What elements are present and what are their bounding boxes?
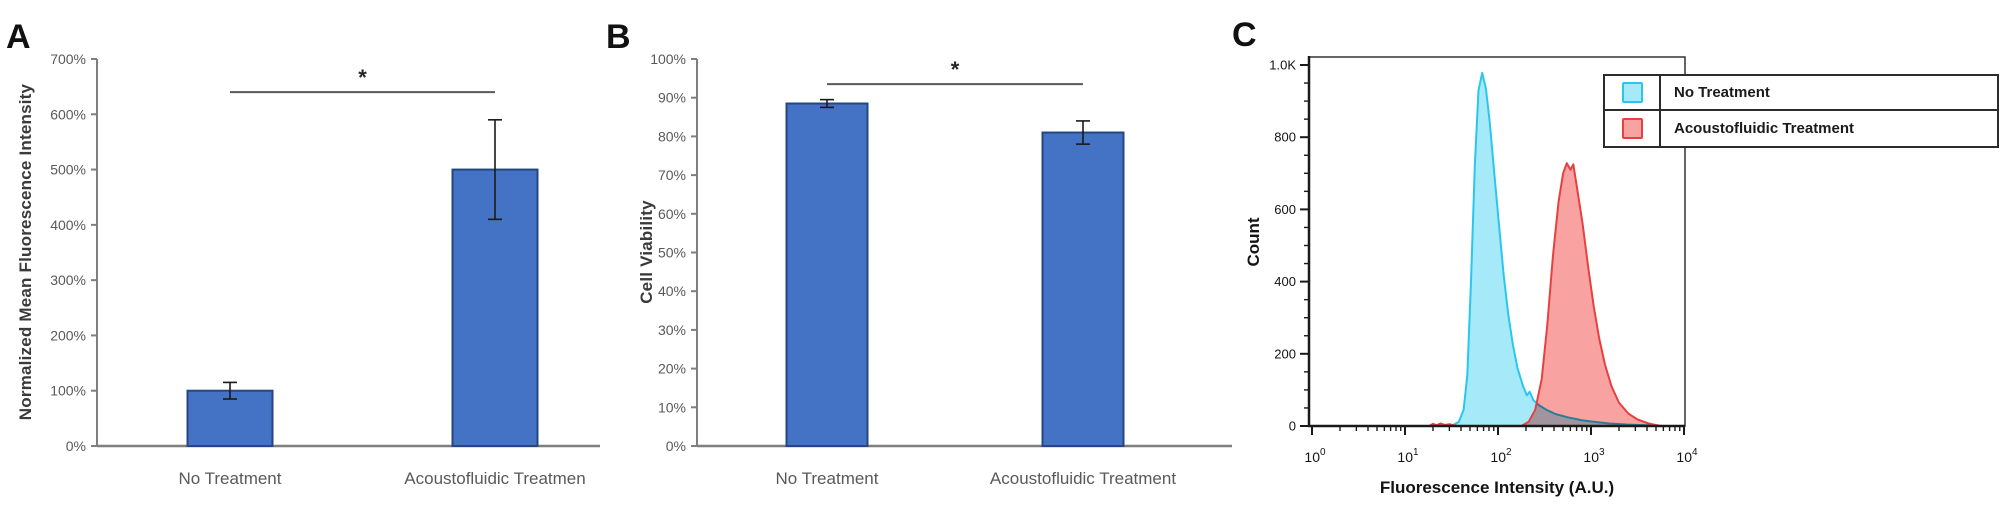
legend-row-no-treatment: No Treatment	[1605, 76, 1997, 111]
legend-row-acoustofluidic: Acoustofluidic Treatment	[1605, 111, 1997, 146]
category-label: No Treatment	[776, 469, 879, 488]
x-tick-label: 102	[1490, 447, 1512, 465]
y-tick-label: 40%	[658, 283, 686, 299]
y-tick-label: 80%	[658, 128, 686, 144]
y-tick-label: 600	[1274, 202, 1296, 217]
flow-legend: No Treatment Acoustofluidic Treatment	[1603, 74, 1999, 148]
y-tick-label: 0	[1289, 419, 1296, 434]
y-tick-label: 60%	[658, 206, 686, 222]
category-label: Acoustofluidic Treatmen	[404, 469, 585, 488]
panel-a-chart: 0% 100% 200% 300% 400% 500% 600% 700% No Treatme…	[50, 51, 600, 488]
y-tick-label: 400	[1274, 274, 1296, 289]
y-tick-label: 50%	[658, 245, 686, 261]
y-tick-label: 1.0K	[1269, 58, 1296, 73]
y-tick-label: 300%	[50, 272, 86, 288]
x-tick-label: 103	[1583, 447, 1605, 465]
y-tick-label: 600%	[50, 106, 86, 122]
y-tick-label: 800	[1274, 130, 1296, 145]
y-tick-label: 200%	[50, 327, 86, 343]
panel-c-x-axis-title: Fluorescence Intensity (A.U.)	[1379, 478, 1615, 497]
x-tick-label: 101	[1397, 447, 1419, 465]
category-label: No Treatment	[179, 469, 282, 488]
no-treatment-area	[1451, 72, 1666, 427]
bar	[1041, 131, 1125, 447]
legend-label-no-treatment: No Treatment	[1674, 84, 1770, 101]
histogram-curves	[1428, 71, 1666, 427]
y-tick-label: 500%	[50, 162, 86, 178]
panel-c-letter: C	[1232, 16, 1257, 54]
y-tick-label: 700%	[50, 51, 86, 67]
y-tick-label: 70%	[658, 167, 686, 183]
panel-b-letter: B	[606, 18, 631, 56]
y-tick-label: 200	[1274, 346, 1296, 361]
acoustofluidic-swatch-icon	[1621, 118, 1643, 139]
significance-asterisk: *	[358, 65, 367, 90]
y-tick-label: 30%	[658, 322, 686, 338]
significance-asterisk: *	[951, 57, 960, 82]
y-tick-label: 0%	[666, 438, 686, 454]
y-tick-label: 100%	[50, 383, 86, 399]
y-tick-label: 90%	[658, 90, 686, 106]
panel-b-chart: 0% 10% 20% 30% 40% 50% 60% 70% 80% 90% 100% No Trea…	[650, 51, 1232, 488]
category-label: Acoustofluidic Treatment	[990, 469, 1176, 488]
panel-a-letter: A	[6, 18, 31, 56]
x-tick-label: 100	[1304, 447, 1326, 465]
acoustofluidic-treatment-area	[1429, 163, 1661, 426]
y-tick-label: 0%	[66, 438, 86, 454]
y-tick-label: 100%	[650, 51, 686, 67]
y-tick-label: 20%	[658, 361, 686, 377]
y-tick-label: 10%	[658, 399, 686, 415]
acoustofluidic-treatment-curve	[1428, 162, 1662, 427]
legend-label-acoustofluidic: Acoustofluidic Treatment	[1674, 120, 1855, 137]
panel-c-chart: 0 200 400 600 800 1.0K 100 101 102 103 104	[1269, 56, 1698, 465]
x-tick-label: 104	[1676, 447, 1698, 465]
no-treatment-swatch-icon	[1621, 82, 1643, 103]
bar	[785, 102, 869, 447]
y-tick-label: 400%	[50, 217, 86, 233]
